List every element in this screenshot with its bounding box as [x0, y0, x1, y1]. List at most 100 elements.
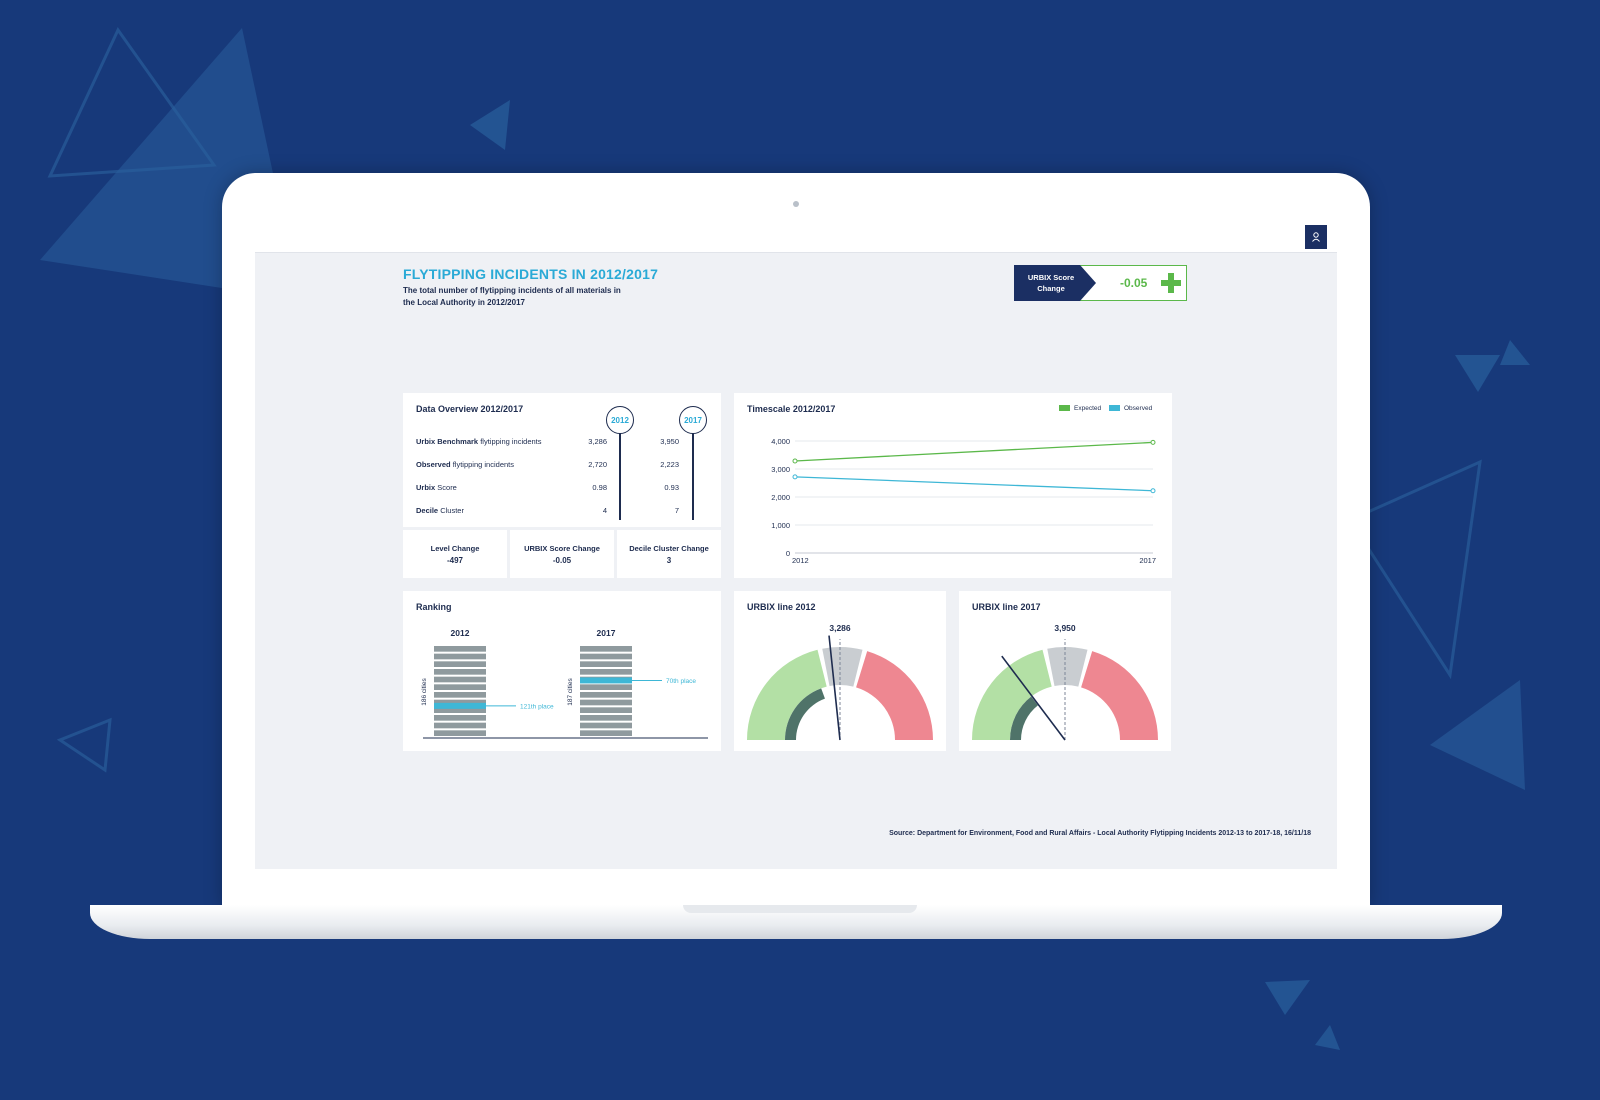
ranking-axis-label: 186 cities [421, 678, 428, 706]
year-2017-marker: 2017 [679, 406, 707, 434]
source-note: Source: Department for Environment, Food… [889, 830, 1311, 837]
ranking-stripe [434, 692, 486, 698]
y-tick-label: 3,000 [771, 465, 790, 474]
ranking-stripe [580, 715, 632, 721]
ranking-place-marker [434, 702, 486, 709]
ranking-place-label: 121th place [520, 703, 554, 710]
stat-label: URBIX Score Change [524, 544, 600, 553]
gauge-segment-low [972, 649, 1052, 740]
gauge-segment-high [1081, 651, 1158, 740]
stat-level-change: Level Change -497 [403, 530, 507, 578]
ranking-stripe [580, 646, 632, 652]
legend-swatch [1109, 405, 1120, 412]
ranking-stripe [434, 730, 486, 736]
ranking-stripe [434, 653, 486, 660]
timescale-line-chart: 0 1,000 2,000 3,000 4,000 2012 2017 [771, 437, 1156, 565]
overview-row-label: Score [437, 483, 457, 492]
ranking-place-marker [580, 677, 632, 684]
overview-row-label-bold: Urbix Benchmark [416, 437, 479, 446]
year-2012-marker: 2012 [606, 406, 634, 434]
legend-label: Expected [1074, 405, 1102, 412]
legend-label: Observed [1124, 405, 1153, 412]
stat-decile-change: Decile Cluster Change 3 [617, 530, 721, 578]
ranking-stripe [580, 730, 632, 736]
ranking-place-label: 70th place [666, 678, 696, 685]
ranking-stripe [434, 715, 486, 721]
dashboard-screen: FLYTIPPING INCIDENTS IN 2012/2017 The to… [255, 222, 1337, 869]
overview-row-label-bold: Urbix [416, 483, 436, 492]
year-2017-line [692, 433, 694, 520]
overview-value-2017: 7 [674, 506, 679, 515]
timescale-title: Timescale 2012/2017 [747, 404, 836, 414]
data-overview-title: Data Overview 2012/2017 [416, 404, 524, 414]
gauge-inner-band [1010, 696, 1038, 740]
overview-value-2017: 3,950 [660, 437, 679, 446]
score-badge-frame [1014, 265, 1187, 301]
gauge-chart: 3,286 [747, 623, 933, 741]
ranking-year-label: 2017 [597, 628, 616, 638]
top-bar [255, 222, 1337, 253]
overview-row-label-bold: Observed [416, 460, 451, 469]
stat-value: -0.05 [552, 556, 572, 565]
user-button[interactable] [1305, 225, 1327, 249]
laptop-notch [683, 905, 917, 913]
stat-value: -497 [446, 556, 463, 565]
score-badge-value: -0.05 [1120, 276, 1148, 290]
ranking-stripe [580, 692, 632, 698]
gauge-value-label: 3,950 [1054, 623, 1076, 633]
gauge-inner-band [785, 688, 825, 740]
overview-row-label: flytipping incidents [480, 437, 542, 446]
year-2012-line [619, 433, 621, 520]
y-tick-label: 2,000 [771, 493, 790, 502]
gauge-chart: 3,950 [972, 623, 1158, 741]
x-tick-label: 2017 [1139, 556, 1156, 565]
legend-expected: Expected [1059, 405, 1101, 412]
ranking-stripe [580, 653, 632, 660]
ranking-stripe [434, 684, 486, 690]
gauge-segment-mid [1047, 647, 1088, 687]
y-tick-label: 0 [786, 549, 790, 558]
ranking-stripe [434, 661, 486, 667]
plus-icon [1161, 273, 1181, 293]
urbix-score-badge: URBIX Score Change -0.05 [1014, 265, 1187, 301]
overview-value-2012: 0.98 [592, 483, 607, 492]
overview-row: Decile Cluster [416, 506, 464, 515]
overview-row-label: Cluster [440, 506, 464, 515]
legend-swatch [1059, 405, 1070, 412]
series-line-expected [794, 441, 1154, 462]
overview-value-2017: 0.93 [664, 483, 679, 492]
stats-row: Level Change -497 URBIX Score Change -0.… [403, 530, 721, 578]
ranking-stripe [434, 669, 486, 675]
gauge-card-2017: URBIX line 2017 3,950 [959, 591, 1171, 751]
overview-row-label: flytipping incidents [452, 460, 514, 469]
data-point [792, 458, 798, 464]
gauge-needle [1001, 655, 1066, 741]
y-tick-label: 1,000 [771, 521, 790, 530]
data-overview-card: Data Overview 2012/2017 Urbix Benchmark … [403, 393, 721, 527]
data-point [1150, 488, 1156, 494]
data-point [792, 474, 798, 480]
overview-row-label-bold: Decile [416, 506, 439, 515]
ranking-stripe [580, 661, 632, 667]
gauge-segment-low [747, 649, 827, 740]
score-badge-label: URBIX Score Change [1027, 273, 1075, 293]
timescale-card: Timescale 2012/2017 Expected Observed 0 1… [734, 393, 1172, 578]
gauge-value-label: 3,286 [829, 623, 851, 633]
stat-label: Level Change [430, 544, 480, 553]
overview-value-2012: 3,286 [588, 437, 607, 446]
gauge-card-2012: URBIX line 2012 3,286 [734, 591, 946, 751]
overview-row: Urbix Score [416, 483, 457, 492]
y-tick-label: 4,000 [771, 437, 790, 446]
overview-value-2012: 2,720 [588, 460, 607, 469]
data-point [1150, 439, 1156, 445]
legend-observed: Observed [1109, 405, 1152, 412]
page-subtitle: The total number of flytipping incidents… [403, 286, 621, 307]
ranking-stripe [580, 684, 632, 690]
page-title: FLYTIPPING INCIDENTS IN 2012/2017 [403, 266, 659, 282]
overview-value-2017: 2,223 [660, 460, 679, 469]
ranking-stripe [580, 699, 632, 706]
gauge-segment-high [856, 651, 933, 740]
ranking-chart: 2012 121th place 186 cities 2017 70th place 1… [421, 628, 708, 739]
stat-score-change: URBIX Score Change -0.05 [510, 530, 614, 578]
overview-row: Urbix Benchmark flytipping incidents [416, 437, 542, 446]
